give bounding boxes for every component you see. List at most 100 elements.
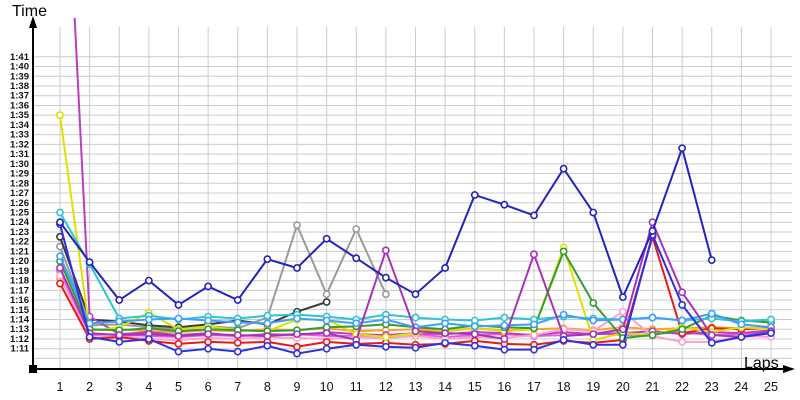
y-tick-label: 1:35	[10, 110, 30, 121]
series-skyblue-marker	[559, 310, 568, 319]
y-tick-label: 1:20	[10, 256, 29, 267]
series-gray-marker	[381, 290, 390, 299]
series-red-marker	[204, 337, 213, 346]
x-tick-label: 13	[409, 380, 423, 394]
x-tick-label: 1	[57, 380, 64, 394]
series-blue-marker	[618, 340, 627, 349]
series-violet-marker	[678, 288, 687, 297]
y-tick-label: 1:17	[10, 285, 29, 296]
series-violet-marker	[470, 330, 479, 339]
series-blue-marker	[115, 337, 124, 346]
x-tick-labels: 1 2 3 4 5 6 7 8 9 10 11 12 13 14 15 16 17 18 19 20 21 22 23 24 2…	[57, 380, 778, 394]
x-tick-label: 5	[175, 380, 182, 394]
series-skyblue-marker	[322, 316, 331, 325]
series-navy-marker	[174, 301, 183, 309]
series-violet-marker	[204, 330, 213, 339]
y-tick-label: 1:39	[10, 71, 29, 82]
series-skyblue-marker	[174, 314, 183, 323]
x-axis-arrow	[783, 365, 795, 373]
series-blue-marker	[589, 340, 598, 349]
series-blue-marker	[204, 344, 213, 353]
series-black-line	[59, 236, 327, 329]
x-tick-label: 23	[705, 380, 719, 394]
series-skyblue-marker	[352, 319, 361, 328]
series-green-marker	[648, 331, 657, 339]
series-violet-marker	[707, 331, 716, 339]
y-tick-label: 1:32	[10, 139, 29, 150]
x-tick-label: 19	[586, 380, 600, 394]
series-navy-marker	[470, 191, 479, 199]
series-red-marker	[322, 337, 331, 346]
series-skyblue-marker	[589, 316, 598, 325]
y-tick-labels: 1:411:401:391:381:371:361:351:341:331:32…	[10, 52, 30, 355]
y-tick-label: 1:33	[10, 130, 29, 141]
x-axis-title: Laps	[744, 355, 779, 372]
y-tick-label: 1:21	[10, 246, 30, 257]
series-blue-marker	[737, 333, 746, 341]
y-tick-label: 1:41	[10, 52, 30, 63]
series-navy-marker	[411, 290, 420, 299]
series-skyblue-marker	[707, 309, 716, 318]
series-blue-marker	[559, 336, 568, 344]
series-navy-marker	[530, 211, 538, 220]
series-blue-marker	[500, 345, 509, 354]
y-tick-label: 1:30	[10, 159, 29, 170]
y-tick-label: 1:13	[10, 324, 29, 335]
series-blue-marker	[411, 343, 420, 352]
y-tick-label: 1:24	[10, 217, 30, 228]
x-tick-label: 3	[116, 380, 123, 394]
series-navy-marker	[559, 164, 568, 173]
series-skyblue-marker	[115, 317, 124, 326]
series-skyblue-marker	[530, 320, 538, 329]
series-violet-marker	[293, 330, 301, 339]
y-tick-label: 1:16	[10, 295, 29, 306]
series-navy-marker	[352, 254, 361, 263]
series-skyblue-marker	[263, 319, 272, 328]
series-yellow-marker	[56, 111, 64, 120]
series-skyblue-marker	[204, 316, 213, 325]
series-blue-marker	[174, 347, 183, 356]
series-gray-line	[59, 222, 387, 331]
series-skyblue-marker	[441, 319, 450, 328]
series-skyblue-marker	[144, 315, 153, 324]
series-gray-marker	[322, 290, 331, 299]
series-blue-marker	[322, 344, 331, 353]
x-tick-label: 15	[468, 380, 482, 394]
series-blue-marker	[233, 347, 242, 356]
series-navy-marker	[115, 296, 124, 304]
series-navy-marker	[441, 264, 450, 272]
series-skyblue-marker	[648, 313, 657, 322]
series-red-marker	[233, 338, 242, 347]
y-tick-label: 1:23	[10, 227, 29, 238]
series-green-marker	[559, 247, 568, 256]
series-navy-marker	[707, 256, 716, 265]
y-axis-arrow	[29, 16, 37, 28]
series-blue-marker	[293, 349, 301, 358]
series-navy-marker	[589, 208, 598, 217]
x-tick-label: 4	[145, 380, 152, 394]
x-tick-label: 8	[264, 380, 271, 394]
x-tick-label: 10	[320, 380, 334, 394]
series-blue-marker	[707, 338, 716, 347]
x-tick-label: 18	[557, 380, 571, 394]
series-violet-marker	[441, 329, 450, 338]
series-skyblue-marker	[56, 252, 64, 261]
series-violet-marker	[589, 330, 598, 339]
x-tick-label: 12	[379, 380, 393, 394]
y-tick-label: 1:18	[10, 276, 29, 287]
series-skyblue-marker	[381, 315, 390, 324]
series-violet-marker	[618, 325, 627, 334]
y-tick-label: 1:27	[10, 188, 29, 199]
y-tick-label: 1:15	[10, 305, 30, 316]
x-tick-label: 6	[205, 380, 212, 394]
series-red-marker	[174, 339, 183, 348]
series-navy-marker	[263, 255, 272, 264]
series-blue-marker	[263, 341, 272, 350]
series-gray-marker	[293, 221, 301, 230]
series-cyan-marker	[263, 311, 272, 320]
series-navy-marker	[678, 144, 687, 153]
series-violet-marker	[322, 329, 331, 338]
y-tick-label: 1:11	[11, 344, 30, 355]
series-navy-marker	[56, 218, 64, 227]
